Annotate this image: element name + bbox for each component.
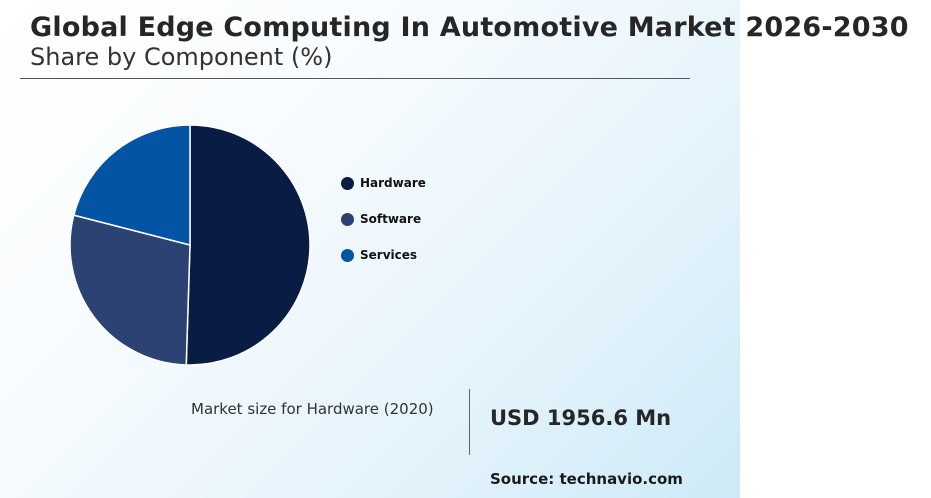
legend-marker-hardware — [341, 176, 354, 190]
market-size-value: USD 1956.6 Mn — [490, 406, 672, 430]
source-credit: Source: technavio.com — [490, 470, 683, 488]
pie-slice-services — [73, 124, 191, 246]
pie-slice-hardware — [185, 124, 311, 366]
market-size-label: Market size for Hardware (2020) — [191, 400, 434, 418]
legend-item-services: Services — [341, 247, 426, 263]
chart-title: Global Edge Computing In Automotive Mark… — [30, 12, 909, 43]
legend-item-hardware: Hardware — [341, 175, 426, 191]
market-size-divider — [469, 389, 470, 455]
pie-slice-software — [69, 214, 191, 366]
legend: Hardware Software Services — [341, 175, 426, 283]
legend-label-hardware: Hardware — [360, 176, 426, 190]
legend-marker-services — [341, 248, 354, 262]
legend-label-services: Services — [360, 248, 418, 262]
chart-subtitle: Share by Component (%) — [30, 43, 333, 71]
legend-marker-software — [341, 212, 354, 226]
legend-label-software: Software — [360, 212, 422, 226]
title-divider — [20, 78, 690, 79]
legend-item-software: Software — [341, 211, 426, 227]
